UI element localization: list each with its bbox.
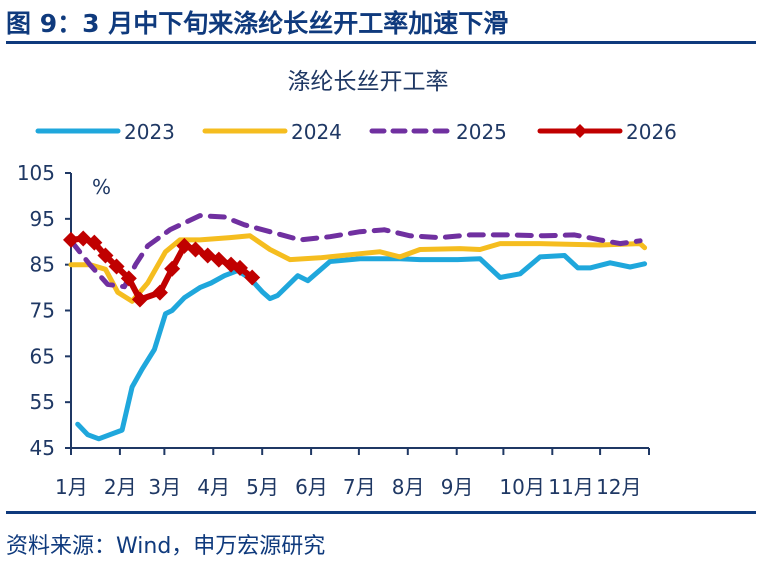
y-tick-label: 55 [30,390,55,414]
legend: 2023 2024 2025 2026 [35,120,677,144]
legend-item-2023: 2023 [35,120,175,144]
legend-label: 2025 [456,120,507,144]
footer-rule [6,511,756,514]
y-tick-label: 75 [30,299,55,323]
series-line-2025 [68,213,643,290]
source-note: 资料来源：Wind，申万宏源研究 [6,534,326,559]
x-tick-label: 10月 [499,475,544,499]
x-tick-label: 4月 [197,475,230,499]
x-tick-label: 1月 [55,475,88,499]
series-point-2026 [108,258,125,275]
legend-label: 2023 [124,120,175,144]
y-unit-label: % [92,175,111,199]
series-point-2026 [86,234,103,251]
y-tick-label: 105 [17,161,55,185]
y-tick-label: 95 [30,207,55,231]
series-point-2026 [120,270,137,287]
y-tick-label: 65 [30,344,55,368]
series-point-2026 [131,291,148,308]
title-rule [6,41,756,44]
x-tick-label: 5月 [246,475,279,499]
legend-item-2026: 2026 [537,120,677,144]
series-point-2026 [63,231,79,248]
series-group [63,213,648,442]
x-tick-label: 6月 [295,475,328,499]
legend-marker [573,124,587,138]
series-point-2026 [164,260,181,277]
legend-item-2025: 2025 [369,120,507,144]
legend-label: 2024 [291,120,342,144]
series-line-2023 [75,253,648,442]
y-tick-label: 85 [30,253,55,277]
axes: 45 55 65 75 85 95 105 1月 2月 3月 4月 5月 6月 7月 8月 9月 10月 11月 1… [17,161,650,499]
series-point-2026 [210,251,227,268]
series-point-2026 [151,284,168,301]
x-tick-label: 7月 [343,475,376,499]
x-tick-label: 3月 [148,475,181,499]
series-point-2026 [187,241,204,258]
x-tick-label: 11月 [548,475,593,499]
x-tick-label: 12月 [596,475,641,499]
y-tick-label: 45 [30,436,55,460]
x-tick-label: 2月 [104,475,137,499]
series-point-2026 [244,269,261,286]
series-point-2026 [97,247,114,264]
series-line-2024 [68,233,648,304]
chart: 涤纶长丝开工率 2023 2024 2025 2026 45 55 65 75 85 95 105… [17,69,677,499]
x-tick-label: 9月 [441,475,474,499]
legend-label: 2026 [626,120,677,144]
legend-item-2024: 2024 [202,120,342,144]
series-point-2026 [231,259,248,276]
figure-title: 图 9：3 月中下旬来涤纶长丝开工率加速下滑 [6,9,509,38]
x-tick-label: 8月 [392,475,425,499]
series-line-2026 [68,235,256,303]
chart-title: 涤纶长丝开工率 [288,69,449,95]
